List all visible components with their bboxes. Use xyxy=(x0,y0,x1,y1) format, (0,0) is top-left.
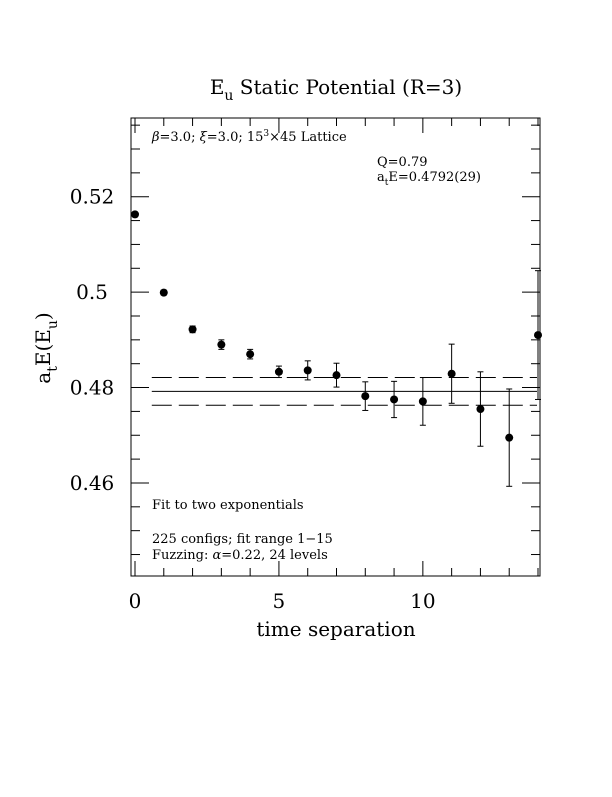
data-point xyxy=(217,340,226,349)
data-point xyxy=(332,371,341,380)
fuzzing-annotation: Fuzzing: α=0.22, 24 levels xyxy=(152,548,328,563)
y-tick-label: 0.5 xyxy=(76,280,108,304)
x-tick-label: 0 xyxy=(129,589,142,613)
axis-ticks xyxy=(131,118,540,576)
data-points xyxy=(131,210,542,487)
x-tick-label: 5 xyxy=(273,589,286,613)
plot-frame xyxy=(130,117,541,577)
y-axis-label: atE(Eu) xyxy=(31,312,61,383)
data-point xyxy=(418,397,427,406)
x-tick-labels: 0 5 10 xyxy=(129,589,436,613)
configs-annotation: 225 configs; fit range 1−15 xyxy=(152,532,333,547)
y-tick-label: 0.46 xyxy=(70,471,115,495)
data-point xyxy=(390,395,399,404)
data-point xyxy=(246,350,255,359)
data-point xyxy=(476,405,485,414)
data-point xyxy=(534,331,542,340)
data-point xyxy=(361,392,370,401)
fit-annotation: Fit to two exponentials xyxy=(152,498,304,513)
fit-lines xyxy=(151,377,537,406)
y-tick-label: 0.52 xyxy=(70,185,115,209)
data-point xyxy=(274,367,283,376)
data-point xyxy=(159,288,168,297)
data-point xyxy=(303,366,312,375)
y-tick-label: 0.48 xyxy=(70,376,115,400)
x-tick-label: 10 xyxy=(410,589,435,613)
data-point xyxy=(188,325,197,334)
data-point xyxy=(505,433,514,442)
x-axis-label: time separation xyxy=(256,617,415,641)
q-annotation: Q=0.79 xyxy=(377,155,428,170)
y-tick-labels: 0.46 0.48 0.5 0.52 xyxy=(70,185,115,495)
data-point xyxy=(131,210,139,219)
energy-annotation: atE=0.4792(29) xyxy=(377,170,481,188)
lattice-annotation: β=3.0; ξ=3.0; 153×45 Lattice xyxy=(151,129,347,145)
chart-title: Eu Static Potential (R=3) xyxy=(210,75,462,104)
data-point xyxy=(447,369,456,378)
